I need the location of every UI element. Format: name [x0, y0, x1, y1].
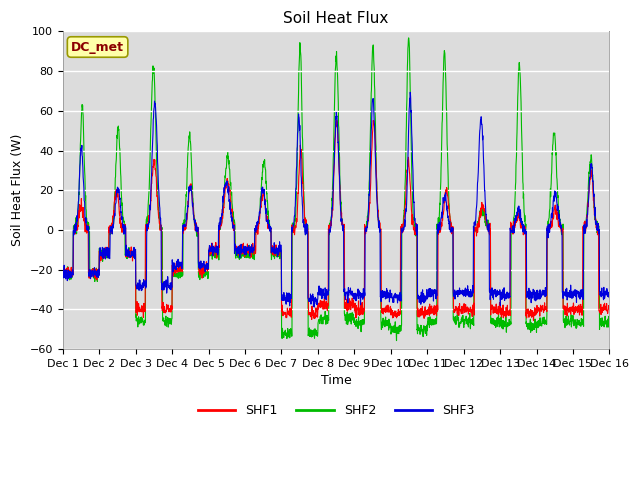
- Legend: SHF1, SHF2, SHF3: SHF1, SHF2, SHF3: [193, 399, 480, 422]
- Title: Soil Heat Flux: Soil Heat Flux: [284, 11, 389, 26]
- X-axis label: Time: Time: [321, 374, 351, 387]
- Y-axis label: Soil Heat Flux (W): Soil Heat Flux (W): [11, 134, 24, 246]
- Text: DC_met: DC_met: [71, 40, 124, 53]
